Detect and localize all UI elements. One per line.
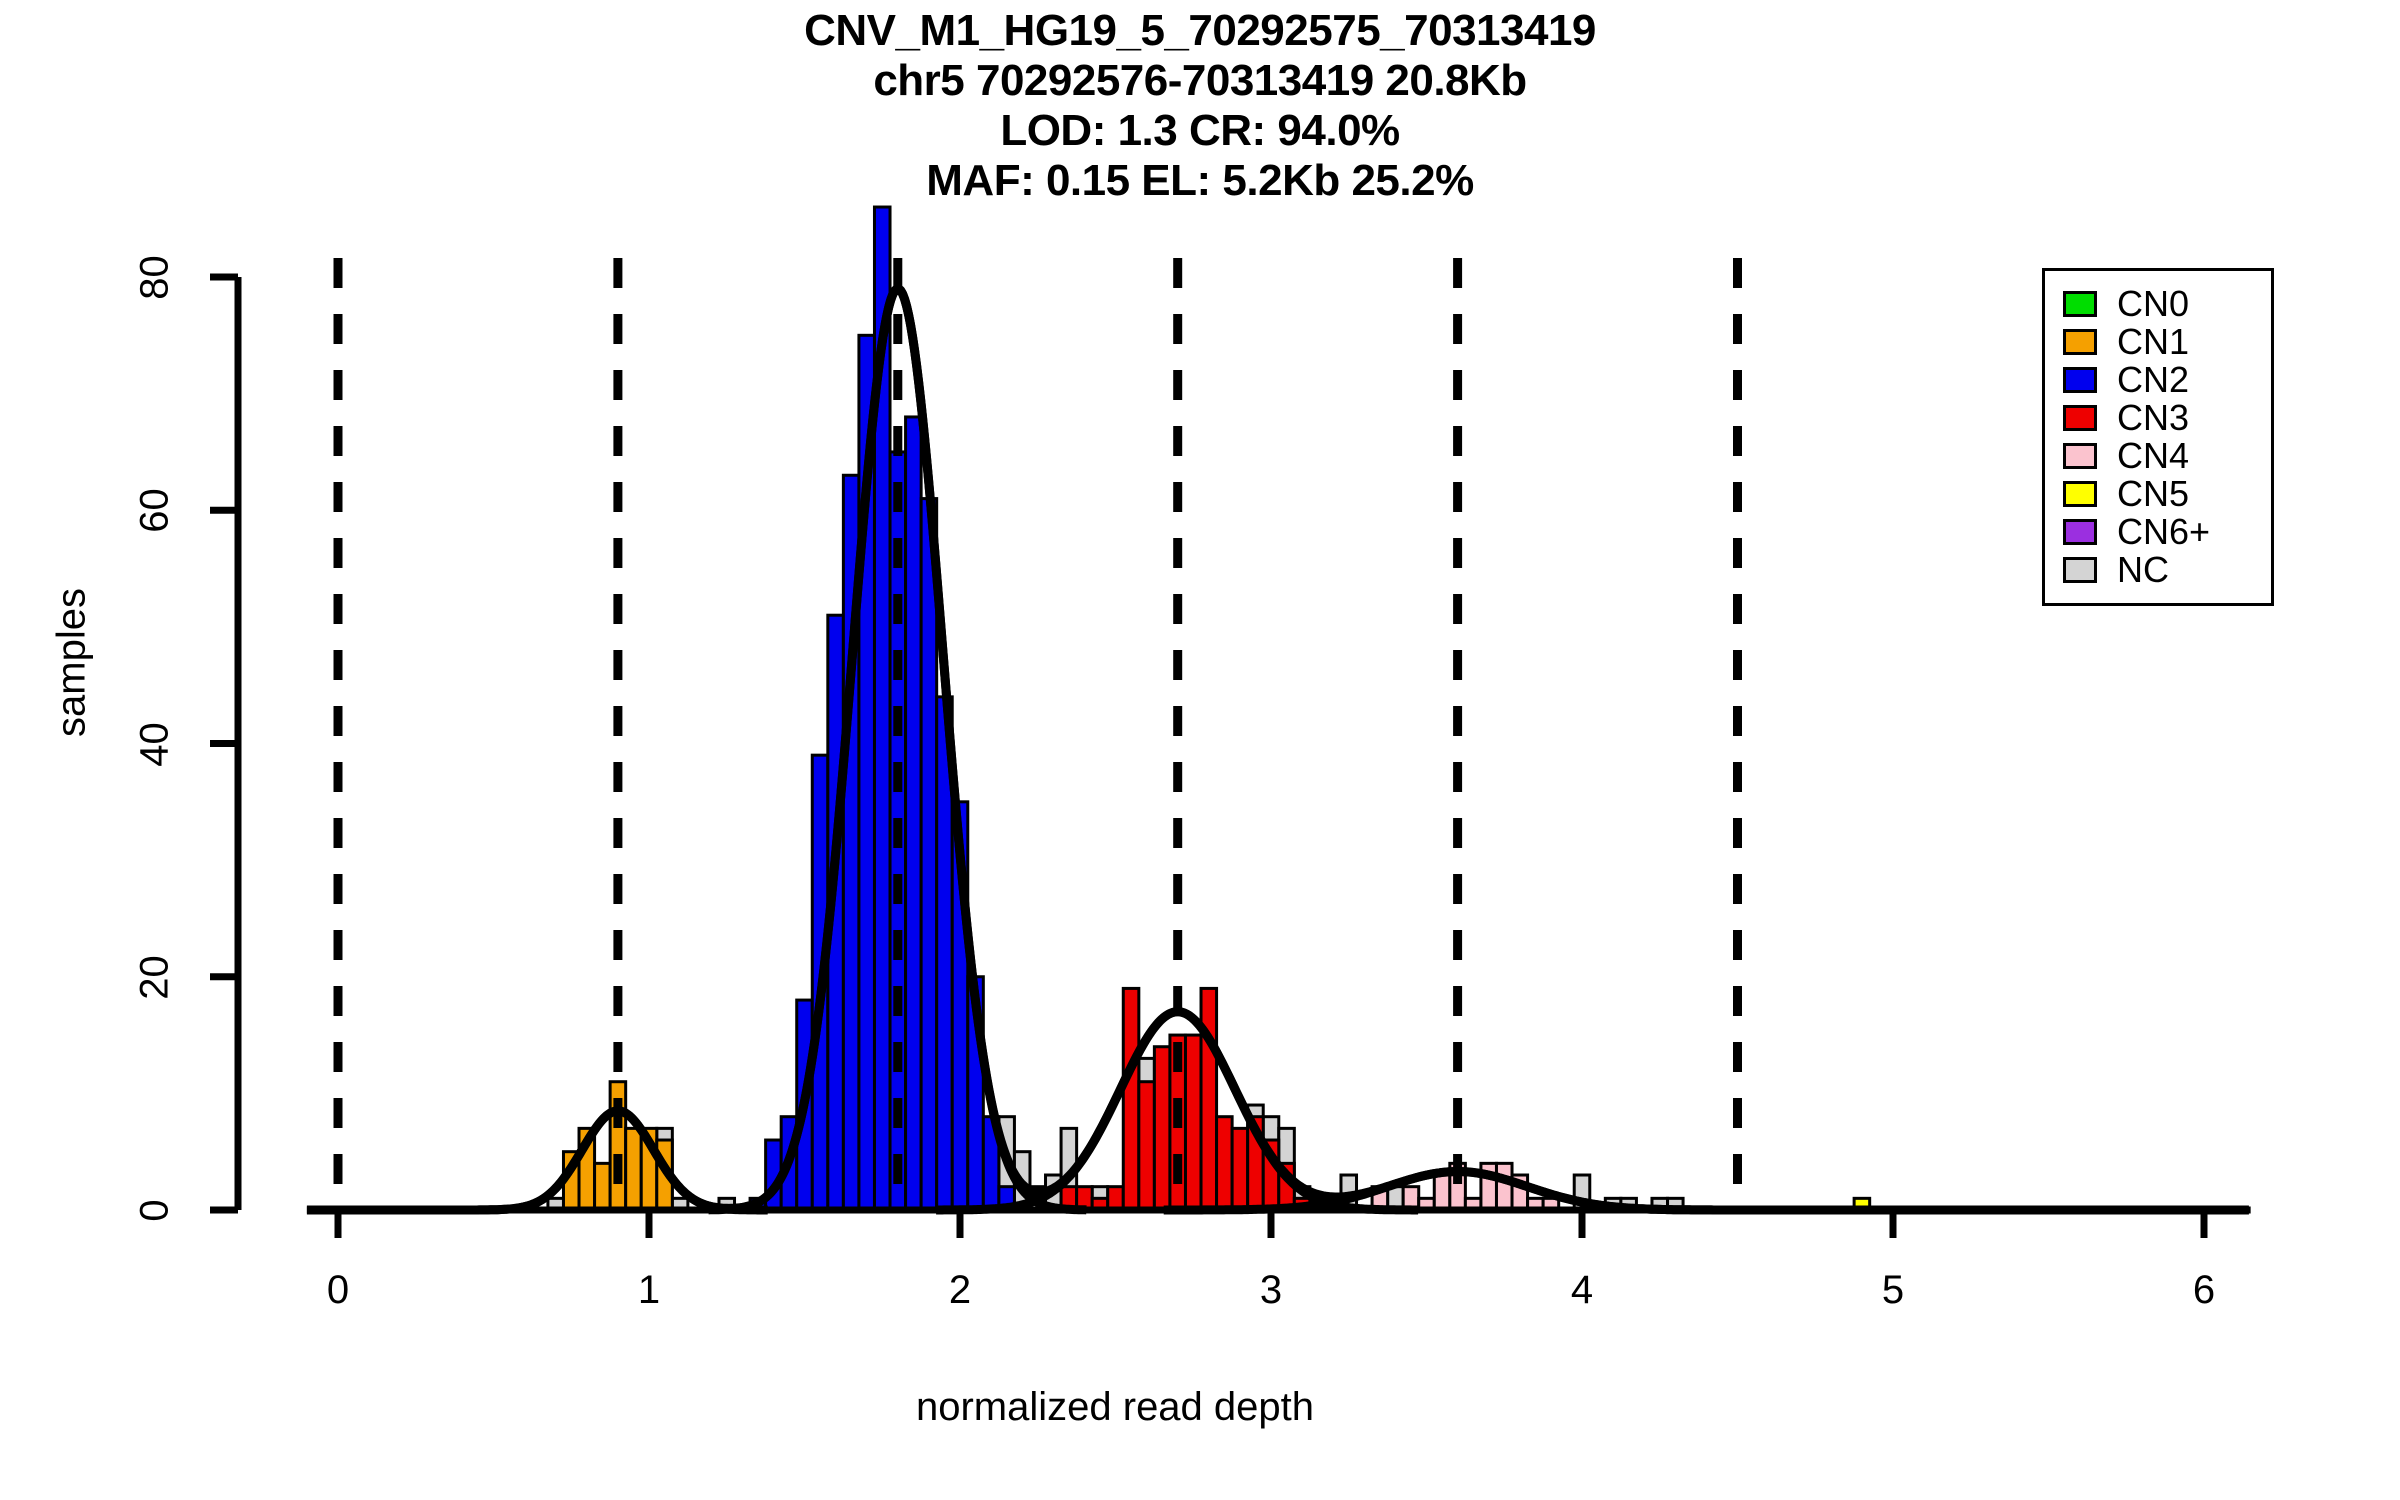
legend-item-cn4: CN4 <box>2063 437 2251 475</box>
histogram-bar <box>624 1126 643 1212</box>
density-curves <box>304 284 2252 1215</box>
copy-number-guide-lines <box>333 258 1742 1208</box>
histogram-bar <box>919 497 939 1212</box>
legend-swatch-icon <box>2063 367 2097 393</box>
legend-label: CN1 <box>2117 321 2190 362</box>
legend-label: CN3 <box>2117 397 2190 438</box>
legend-label: CN2 <box>2117 359 2190 400</box>
legend-label: CN0 <box>2117 283 2190 324</box>
legend-label: CN5 <box>2117 473 2190 514</box>
legend-swatch-icon <box>2063 291 2097 317</box>
x-tick-label: 2 <box>948 1268 972 1312</box>
legend-label: NC <box>2117 549 2169 590</box>
x-tick-label: 0 <box>326 1268 350 1312</box>
legend-item-cn1: CN1 <box>2063 323 2251 361</box>
legend-label: CN4 <box>2117 435 2190 476</box>
legend-swatch-icon <box>2063 557 2097 583</box>
legend-item-cn0: CN0 <box>2063 285 2251 323</box>
y-axis-label: samples <box>49 588 94 737</box>
chart-title: CNV_M1_HG19_5_70292575_70313419 chr5 702… <box>0 6 2400 206</box>
y-tick-label: 40 <box>132 721 177 767</box>
legend-item-cn5: CN5 <box>2063 475 2251 513</box>
title-line-3: LOD: 1.3 CR: 94.0% <box>1000 106 1400 155</box>
legend-swatch-icon <box>2063 519 2097 545</box>
axes <box>210 273 2251 1238</box>
x-tick-label: 4 <box>1570 1268 1594 1312</box>
legend-swatch-icon <box>2063 329 2097 355</box>
histogram-bar <box>593 1161 612 1212</box>
legend-item-nc: NC <box>2063 551 2251 589</box>
histogram-bar <box>1152 1045 1172 1212</box>
x-tick-label: 5 <box>1881 1268 1905 1312</box>
y-tick-label: 20 <box>132 955 177 1000</box>
y-tick-label: 60 <box>132 488 177 534</box>
y-tick-label: 0 <box>132 1199 177 1222</box>
title-line-2: chr5 70292576-70313419 20.8Kb <box>873 56 1527 105</box>
title-line-1: CNV_M1_HG19_5_70292575_70313419 <box>804 6 1596 55</box>
y-tick-label: 80 <box>132 255 177 300</box>
x-axis-label: normalized read depth <box>915 1385 1315 1429</box>
histogram-bar <box>1432 1173 1452 1212</box>
x-tick-label: 6 <box>2192 1268 2216 1312</box>
histogram-bar <box>1230 1126 1250 1212</box>
legend-item-cn3: CN3 <box>2063 399 2251 437</box>
histogram-bar <box>1183 1033 1203 1212</box>
legend: CN0 CN1 CN2 CN3 CN4 CN5 CN6+ NC <box>2042 268 2274 606</box>
histogram-bar <box>1215 1115 1234 1212</box>
legend-swatch-icon <box>2063 443 2097 469</box>
histogram-bars <box>546 205 1872 1212</box>
x-tick-label: 3 <box>1259 1268 1283 1312</box>
x-tick-label: 1 <box>637 1268 661 1312</box>
legend-swatch-icon <box>2063 481 2097 507</box>
legend-item-cn6plus: CN6+ <box>2063 513 2251 551</box>
legend-swatch-icon <box>2063 405 2097 431</box>
title-line-4: MAF: 0.15 EL: 5.2Kb 25.2% <box>926 156 1474 205</box>
legend-item-cn2: CN2 <box>2063 361 2251 399</box>
mixture-density-curve <box>304 284 2252 1215</box>
histogram-bar <box>1121 986 1141 1212</box>
histogram-bar <box>904 415 923 1212</box>
histogram-bar <box>1494 1161 1514 1212</box>
histogram-bar <box>1199 986 1219 1212</box>
component-density-curve <box>705 284 1089 1215</box>
histogram-bar <box>1137 1080 1156 1212</box>
legend-label: CN6+ <box>2117 511 2211 552</box>
